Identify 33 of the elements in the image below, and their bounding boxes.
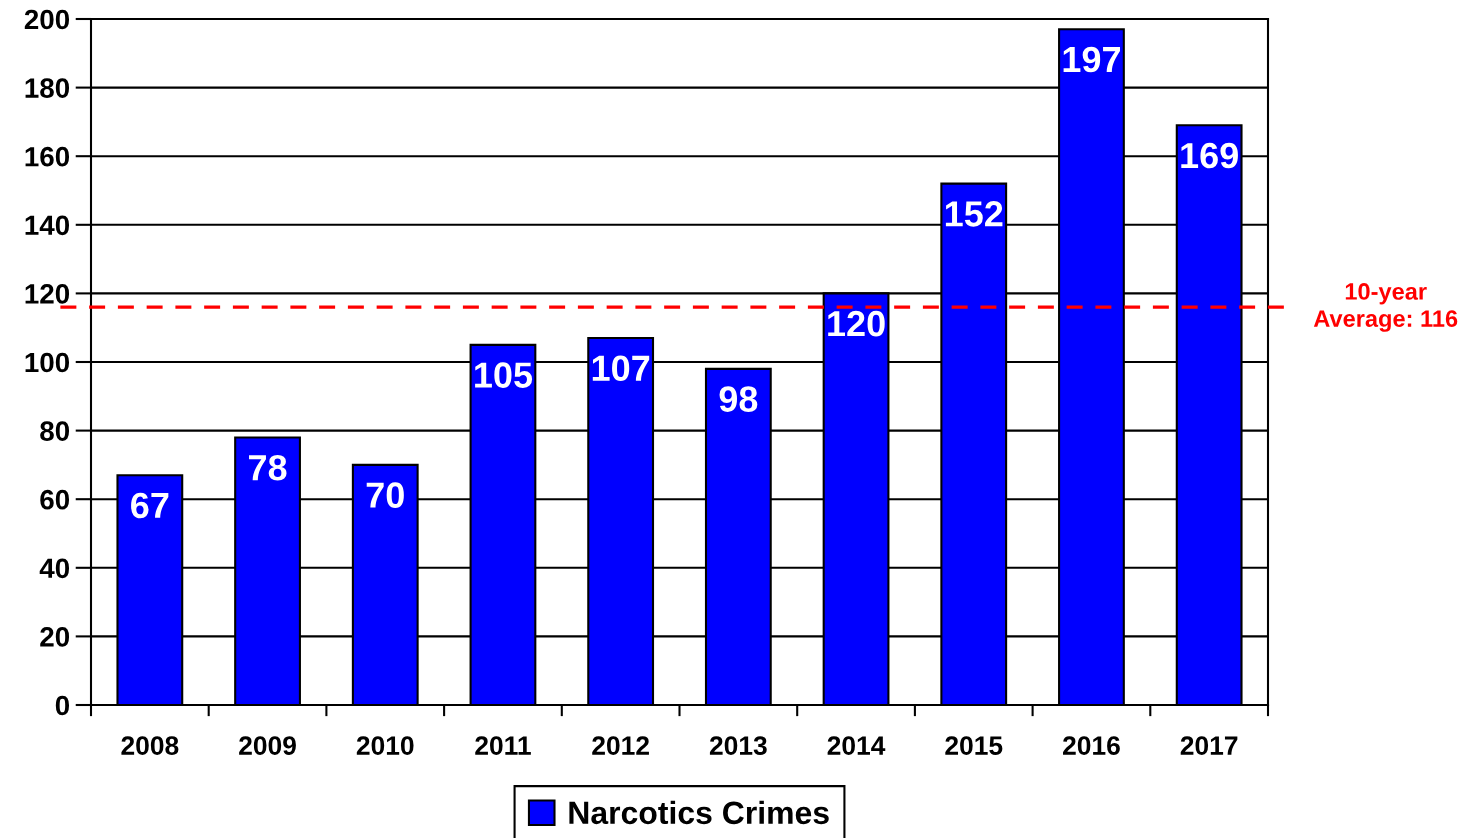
x-tick-label: 2013 — [709, 736, 767, 755]
data-label: 78 — [249, 454, 287, 481]
x-tick-label: 2011 — [475, 736, 531, 755]
data-label: 105 — [475, 362, 533, 388]
y-tick-label: 160 — [25, 146, 70, 167]
y-tick-label: 100 — [25, 352, 70, 373]
y-tick-label: 140 — [25, 215, 70, 236]
x-tick-label: 2016 — [1063, 736, 1120, 755]
y-tick-label: 40 — [39, 558, 70, 579]
y-tick-label: 120 — [25, 284, 70, 304]
y-tick-label: 20 — [40, 627, 70, 647]
data-label: 120 — [828, 310, 885, 337]
data-label: 169 — [1181, 142, 1238, 169]
x-tick-label: 2012 — [592, 736, 649, 755]
y-tick-label: 0 — [55, 695, 70, 716]
x-tick-label: 2009 — [239, 736, 296, 755]
data-label: 152 — [945, 201, 1003, 227]
data-label: 67 — [131, 492, 169, 519]
x-tick-label: 2015 — [945, 736, 1003, 755]
x-tick-label: 2014 — [827, 736, 886, 755]
y-tick-label: 200 — [24, 9, 70, 30]
data-label: 70 — [366, 482, 404, 508]
y-tick-label: 180 — [25, 78, 70, 98]
data-label: 98 — [719, 386, 758, 412]
legend-label: Narcotics Crimes — [569, 800, 829, 825]
y-tick-label: 80 — [40, 421, 70, 441]
x-tick-label: 2010 — [356, 736, 414, 755]
data-label: 107 — [592, 355, 650, 382]
data-label: 197 — [1063, 46, 1120, 73]
x-tick-label: 2008 — [121, 736, 179, 755]
y-tick-label: 60 — [40, 489, 70, 510]
x-tick-label: 2017 — [1180, 736, 1238, 755]
ref-line-label: 10-year Average: 116 — [1313, 283, 1458, 332]
